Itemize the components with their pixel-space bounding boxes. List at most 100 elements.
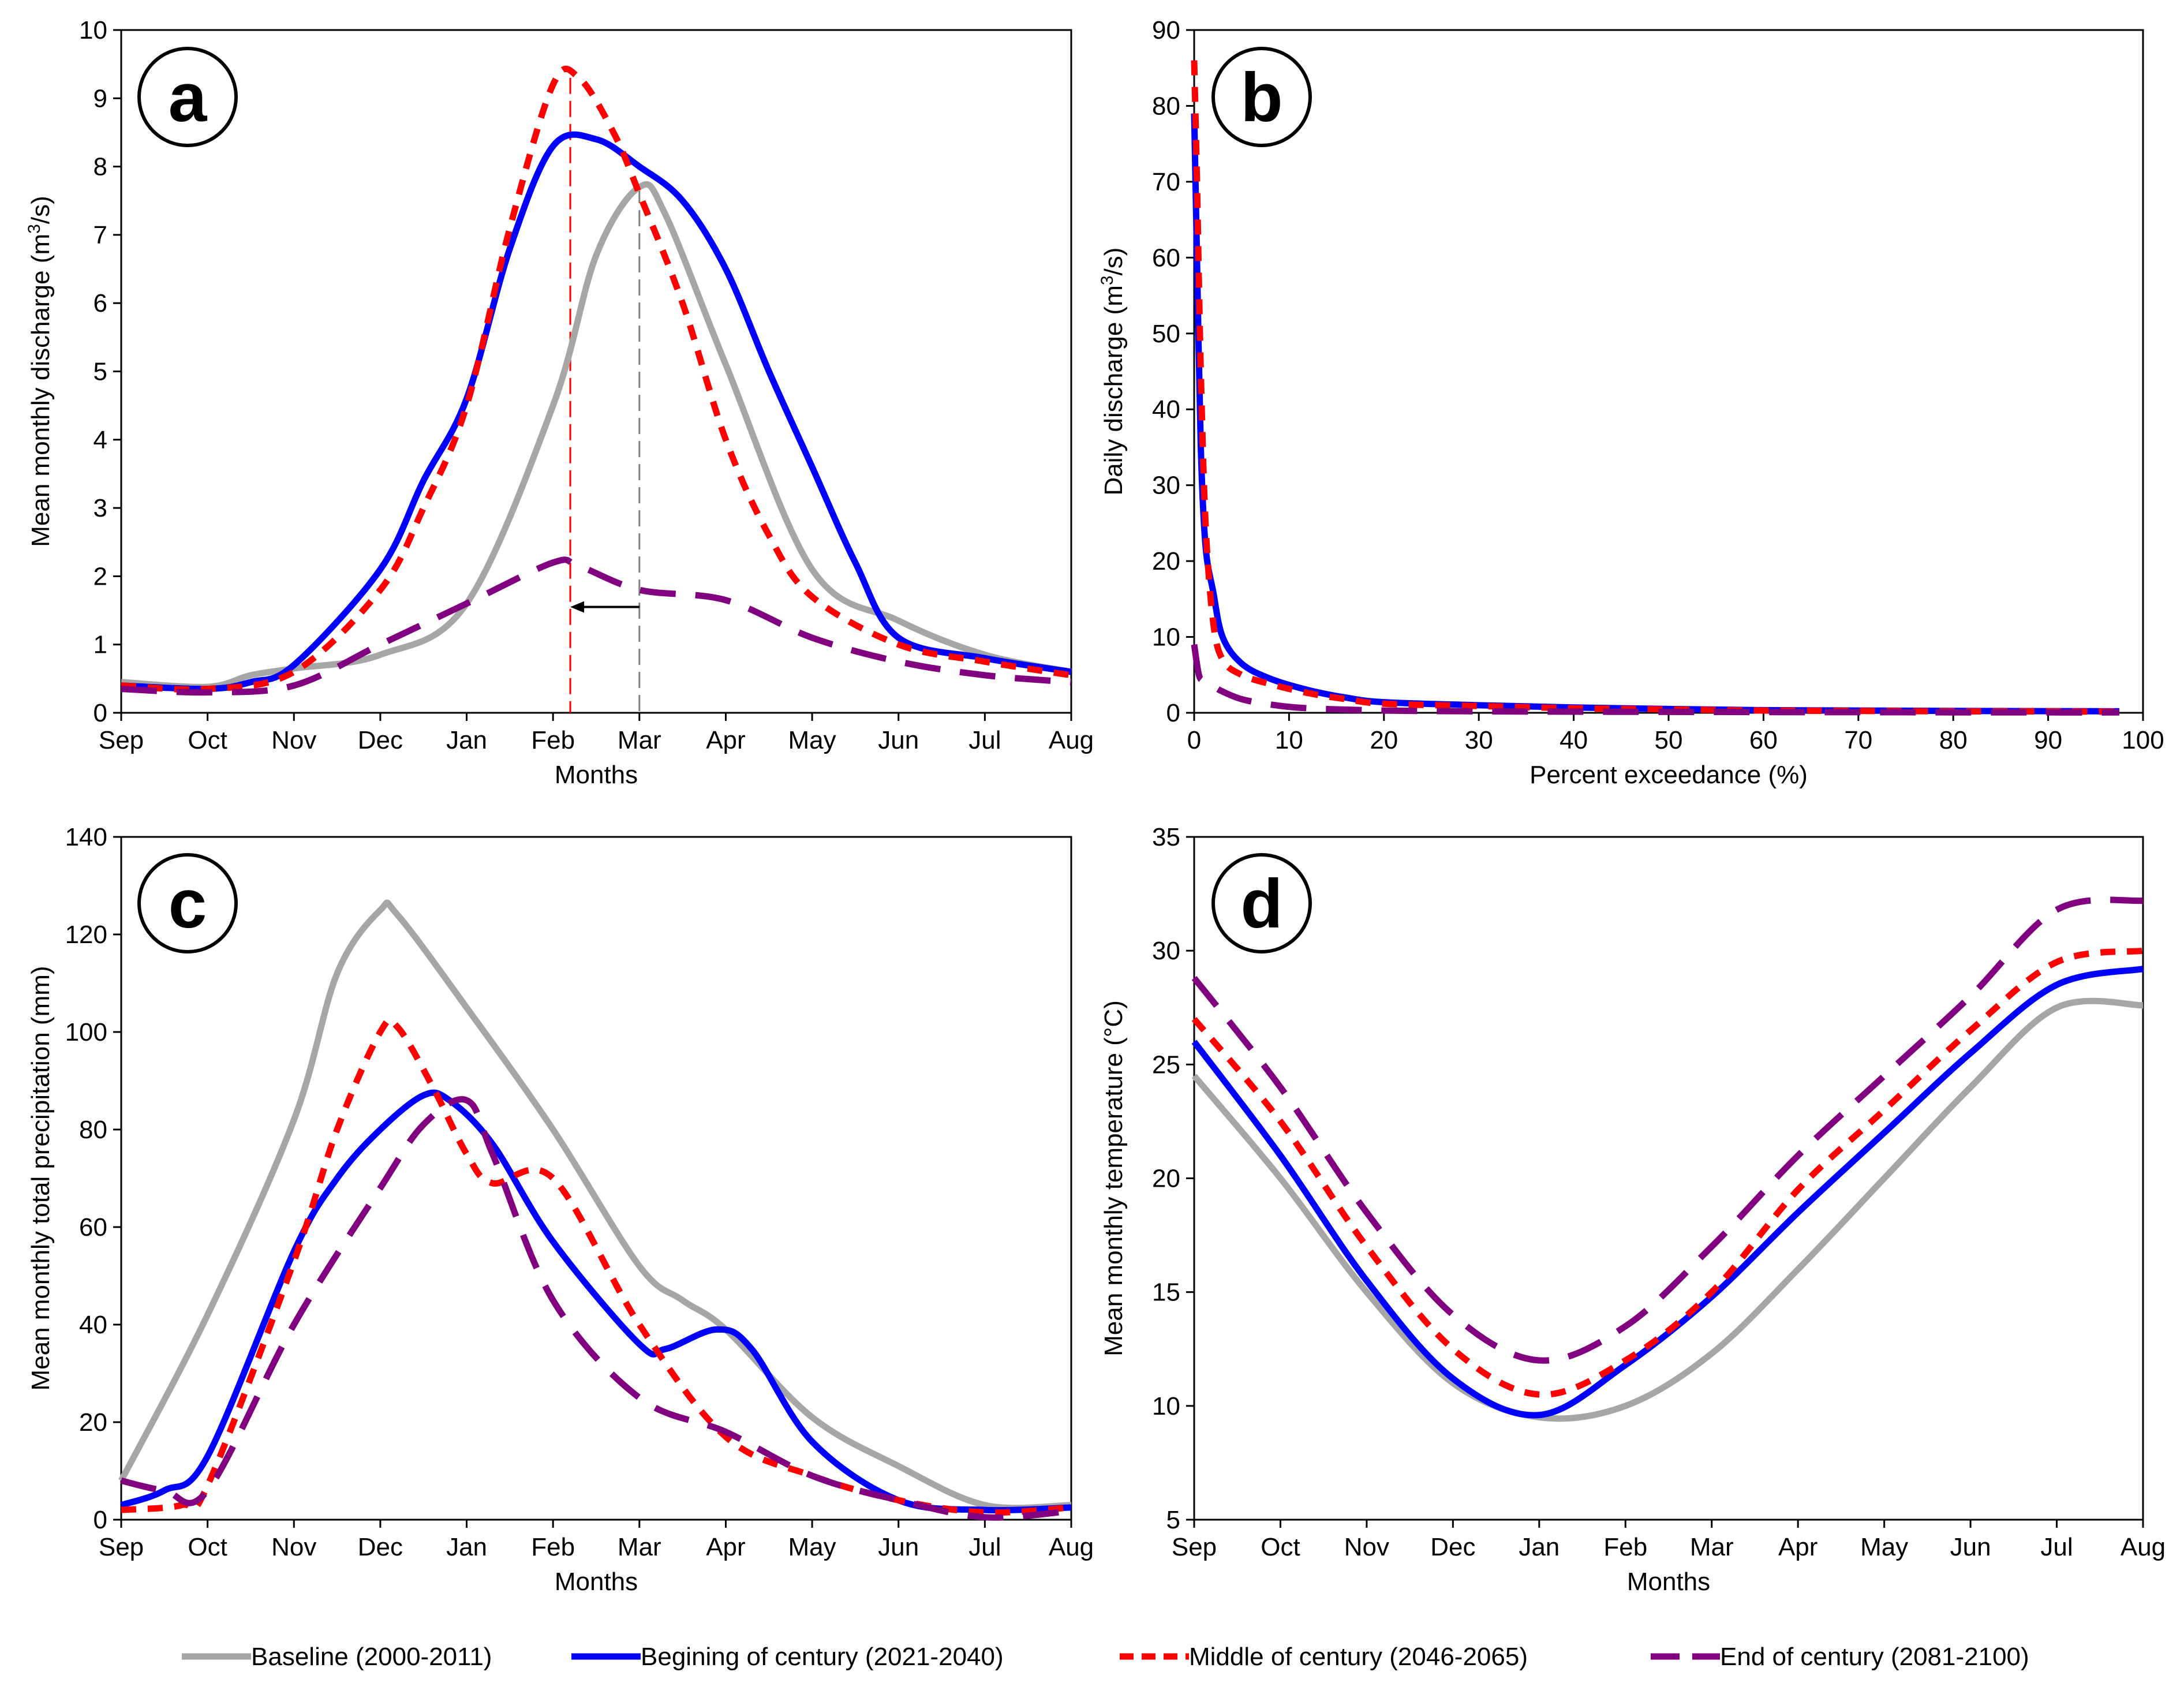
y-tick-label: 35 [1152, 823, 1180, 851]
y-tick-label: 10 [1152, 623, 1180, 652]
x-tick-label: 20 [1370, 726, 1398, 754]
series-line-end [120, 1096, 1072, 1521]
x-tick-label: Oct [188, 1533, 227, 1561]
y-axis-title: Mean monthly total precipitation (mm) [27, 966, 55, 1390]
y-tick-label: 80 [1152, 92, 1180, 120]
y-tick-label: 2 [94, 562, 107, 590]
x-tick-label: Mar [1690, 1533, 1734, 1561]
shift-arrow-head [570, 601, 585, 613]
y-tick-label: 5 [94, 358, 107, 386]
x-tick-label: Aug [2121, 1533, 2166, 1561]
y-tick-label: 60 [79, 1213, 107, 1241]
y-tick-label: 140 [65, 823, 107, 851]
y-tick-label: 0 [94, 699, 107, 727]
series-line-baseline [1191, 997, 2144, 1422]
x-tick-label: Jun [878, 1533, 919, 1561]
panel-letter-circle [137, 853, 238, 953]
x-tick-label: Jun [1950, 1533, 1991, 1561]
y-tick-label: 7 [94, 221, 107, 249]
legend-label-end: End of century (2081-2100) [1720, 1643, 2029, 1671]
x-tick-label: Nov [1344, 1533, 1389, 1561]
x-tick-label: Nov [271, 726, 316, 754]
x-tick-label: Oct [1261, 1533, 1300, 1561]
y-tick-label: 4 [94, 426, 107, 454]
y-tick-label: 40 [79, 1311, 107, 1339]
x-axis-title: Months [555, 1568, 638, 1596]
panel-letter-circle [1211, 47, 1312, 147]
y-tick-label: 60 [1152, 244, 1180, 272]
y-tick-label: 100 [65, 1018, 107, 1046]
legend-label-begin: Begining of century (2021-2040) [641, 1643, 1004, 1671]
y-tick-label: 15 [1152, 1278, 1180, 1307]
x-axis-title: Months [555, 761, 638, 789]
x-tick-label: Dec [1430, 1533, 1475, 1561]
y-axis-title: Mean monthly discharge (m3/s) [25, 196, 55, 547]
y-axis-title: Daily discharge (m3/s) [1098, 248, 1128, 496]
y-tick-label: 30 [1152, 472, 1180, 500]
legend-label-baseline: Baseline (2000-2011) [251, 1643, 492, 1671]
y-tick-label: 10 [1152, 1392, 1180, 1420]
panel-letter: a [169, 59, 208, 136]
y-tick-label: 0 [94, 1506, 107, 1534]
x-tick-label: Oct [188, 726, 227, 754]
y-axis-title: Mean monthly temperature (°C) [1100, 1000, 1128, 1356]
y-tick-label: 70 [1152, 168, 1180, 196]
x-tick-label: 30 [1465, 726, 1493, 754]
x-axis-title: Percent exceedance (%) [1529, 761, 1808, 789]
y-tick-label: 40 [1152, 395, 1180, 424]
y-tick-label: 25 [1152, 1050, 1180, 1079]
x-tick-label: 40 [1560, 726, 1588, 754]
plot-frame [120, 836, 1072, 1521]
x-tick-label: 10 [1275, 726, 1303, 754]
legend-label-middle: Middle of century (2046-2065) [1189, 1643, 1528, 1671]
y-tick-label: 8 [94, 153, 107, 181]
x-tick-label: Jan [446, 1533, 487, 1561]
panel-c-precipitation-chart: 0 20 40 60 80 100 120 140 Sep Oct Nov Dec Jan Feb Mar A… [27, 823, 1094, 1596]
y-tick-label: 9 [94, 84, 107, 113]
plot-frame [1193, 29, 2144, 714]
y-tick-label: 80 [79, 1116, 107, 1144]
panel-letter-circle [137, 47, 238, 147]
x-tick-label: Mar [618, 726, 661, 754]
y-tick-label: 90 [1152, 16, 1180, 44]
x-tick-label: Jun [878, 726, 919, 754]
x-tick-label: 100 [2122, 726, 2164, 754]
x-tick-label: Apr [1778, 1533, 1817, 1561]
panel-letter: c [169, 865, 207, 943]
panel-letter: d [1240, 865, 1282, 943]
y-tick-label: 3 [94, 494, 107, 522]
legend: Baseline (2000-2011) Begining of century … [182, 1643, 2029, 1671]
x-tick-label: Apr [706, 1533, 745, 1561]
x-tick-label: Dec [358, 1533, 403, 1561]
panel-d-temperature-chart: 5 10 15 20 25 30 35 Sep Oct Nov Dec Jan Feb Mar Apr May… [1100, 823, 2166, 1596]
y-tick-label: 5 [1166, 1506, 1180, 1534]
y-tick-label: 20 [1152, 1165, 1180, 1193]
x-tick-label: 0 [1187, 726, 1201, 754]
x-tick-label: Feb [531, 726, 575, 754]
series-line-middle [121, 1016, 1072, 1516]
series-line-begin [1191, 113, 2119, 715]
x-tick-label: 90 [2034, 726, 2062, 754]
x-tick-label: Aug [1049, 1533, 1094, 1561]
x-tick-label: 50 [1655, 726, 1683, 754]
plot-frame [1193, 836, 2144, 1521]
x-tick-label: May [788, 1533, 836, 1561]
y-tick-label: 120 [65, 921, 107, 949]
x-tick-label: 70 [1844, 726, 1872, 754]
x-tick-label: 60 [1749, 726, 1778, 754]
plot-frame [120, 29, 1072, 714]
series-line-baseline [118, 899, 1072, 1512]
panel-letter: b [1240, 59, 1282, 136]
series-line-end [121, 556, 1072, 696]
panel-a-discharge-chart: 0 1 2 3 4 5 6 7 8 9 10 Sep Oct Nov Dec Jan Feb Mar Apr May J… [25, 16, 1094, 789]
x-tick-label: Sep [1172, 1533, 1217, 1561]
x-tick-label: Feb [531, 1533, 575, 1561]
x-axis-title: Months [1627, 1568, 1710, 1596]
series-line-begin [1191, 966, 2144, 1419]
x-tick-label: May [788, 726, 836, 754]
series-line-middle [121, 65, 1072, 693]
x-tick-label: May [1860, 1533, 1908, 1561]
series-line-begin [121, 131, 1072, 693]
y-tick-label: 50 [1152, 320, 1180, 348]
